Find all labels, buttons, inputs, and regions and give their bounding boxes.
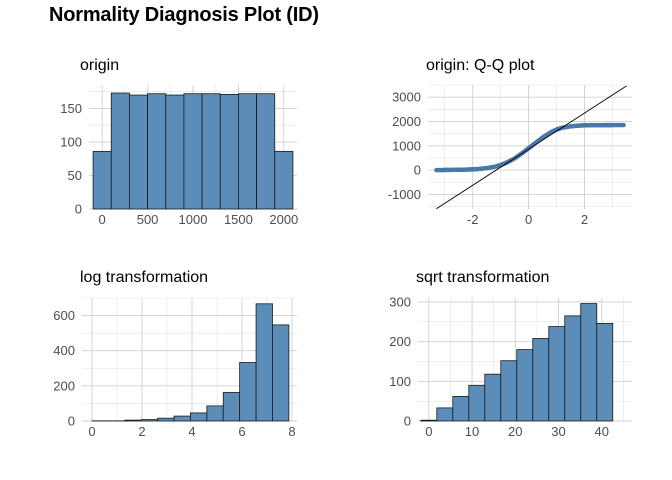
x-tick-label: 1500 [224,212,253,227]
panel-subtitle: sqrt transformation [416,269,549,286]
histogram-bar [274,150,294,210]
chart-panel-4: sqrt transformation 0 10 20 30 40 0 100 200 300 [389,269,632,439]
x-tick-label: 8 [288,424,295,439]
histogram-bar [173,415,191,422]
histogram-bar [420,419,438,422]
y-tick-label: 2000 [392,114,421,129]
y-tick-label: 200 [389,334,411,349]
x-tick-label: 0 [425,424,432,439]
histogram-bar [238,93,257,210]
histogram-bar [165,94,185,210]
x-tick-label: 0 [99,212,106,227]
y-tick-label: 0 [75,202,82,217]
y-tick-label: 50 [68,168,82,183]
x-tick-label: 30 [551,424,565,439]
y-tick-label: 100 [389,374,411,389]
histogram-bar [219,93,239,210]
y-tick-label: 400 [53,343,75,358]
qq-point [621,122,626,128]
histogram-bar [183,93,203,210]
panel-subtitle: origin [80,57,119,74]
x-tick-label: 1000 [179,212,208,227]
histogram-bar [110,92,130,210]
chart-panel-3: log transformation 0 2 4 6 8 0 200 400 600 [53,269,297,439]
histogram-bar [129,94,148,210]
x-tick-label: 500 [137,212,159,227]
histogram-bar [222,391,241,422]
y-tick-label: 1000 [392,138,421,153]
histogram-bar [147,93,167,210]
y-tick-label: -1000 [388,187,421,202]
histogram-bar [201,93,221,210]
qq-reference-line [436,85,627,210]
histogram-bar [484,373,502,422]
histogram-bar [580,303,598,422]
histogram-bar [157,417,175,422]
x-tick-label: 2 [581,212,588,227]
x-tick-label: 0 [88,424,95,439]
histogram-bar [124,419,142,422]
y-tick-label: 600 [53,308,75,323]
x-tick-label: 2000 [269,212,298,227]
x-tick-label: 6 [238,424,245,439]
y-tick-label: 0 [404,414,411,429]
histogram-bar [564,315,582,422]
x-tick-label: 20 [508,424,522,439]
y-tick-label: 150 [60,101,82,116]
histogram-bar [516,349,534,422]
y-tick-label: 300 [389,294,411,309]
x-tick-label: 4 [188,424,195,439]
x-tick-label: 10 [465,424,479,439]
y-tick-label: 100 [60,134,82,149]
chart-panel-1: origin 0 500 1000 1500 2000 0 50 100 150 [60,57,298,227]
histogram-bar [468,384,486,422]
histogram-bar [452,395,470,422]
x-tick-label: 0 [525,212,532,227]
histogram-bar [500,360,518,422]
y-tick-label: 0 [414,163,421,178]
page-title: Normality Diagnosis Plot (ID) [49,4,319,26]
histogram-bar [272,324,290,422]
y-tick-label: 200 [53,378,75,393]
histogram-bar [256,93,276,210]
x-tick-label: 40 [595,424,609,439]
histogram-bar [190,412,208,422]
histogram-bar [92,150,112,210]
histogram-bar [255,303,273,422]
histogram-bar [436,407,454,422]
y-tick-label: 0 [68,414,75,429]
x-tick-label: -2 [467,212,479,227]
histogram-bar [206,405,224,422]
x-tick-label: 2 [138,424,145,439]
histogram-bar [596,322,614,422]
histogram-bar [548,326,566,422]
chart-panel-2: origin: Q-Q plot -2 0 2 -1000 0 1000 2000 3000 [388,57,632,227]
y-tick-label: 3000 [392,90,421,105]
histogram-bar [239,362,257,422]
histogram-bar [140,419,159,422]
panel-subtitle: log transformation [80,269,208,286]
panel-subtitle: origin: Q-Q plot [426,57,535,74]
histogram-bar [532,338,550,422]
